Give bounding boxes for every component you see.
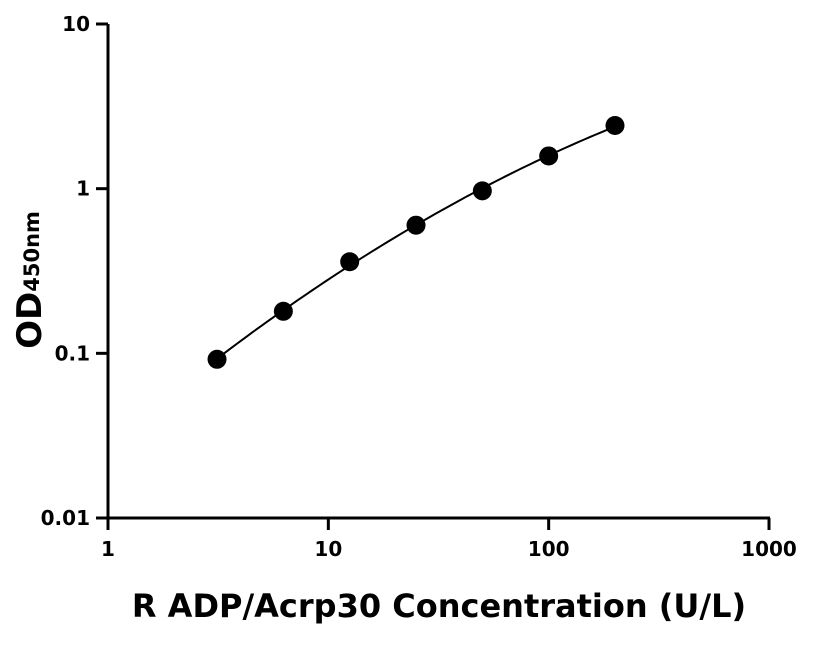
- data-point: [207, 349, 227, 369]
- x-tick-label: 100: [528, 537, 570, 561]
- x-tick-label: 1: [101, 537, 115, 561]
- data-point: [472, 181, 492, 201]
- data-point: [340, 252, 360, 272]
- y-tick-label: 1: [76, 177, 90, 201]
- x-ticks: 1 10 100 1000: [101, 518, 797, 561]
- x-tick-label: 1000: [741, 537, 797, 561]
- data-points: [207, 115, 625, 369]
- x-axis-title: R ADP/Acrp30 Concentration (U/L): [132, 587, 746, 625]
- y-axis-title-main: OD: [10, 292, 50, 349]
- data-point: [406, 215, 426, 235]
- y-tick-label: 0.01: [41, 506, 90, 530]
- y-tick-label: 10: [62, 12, 90, 36]
- y-tick-label: 0.1: [55, 341, 90, 365]
- y-ticks: 0.01 0.1 1 10: [41, 12, 108, 530]
- y-axis-title: OD450nm: [10, 211, 50, 349]
- x-tick-label: 10: [314, 537, 342, 561]
- data-point: [605, 115, 625, 135]
- y-axis-title-subscript: 450nm: [20, 211, 44, 292]
- data-point: [539, 146, 559, 166]
- data-point: [273, 301, 293, 321]
